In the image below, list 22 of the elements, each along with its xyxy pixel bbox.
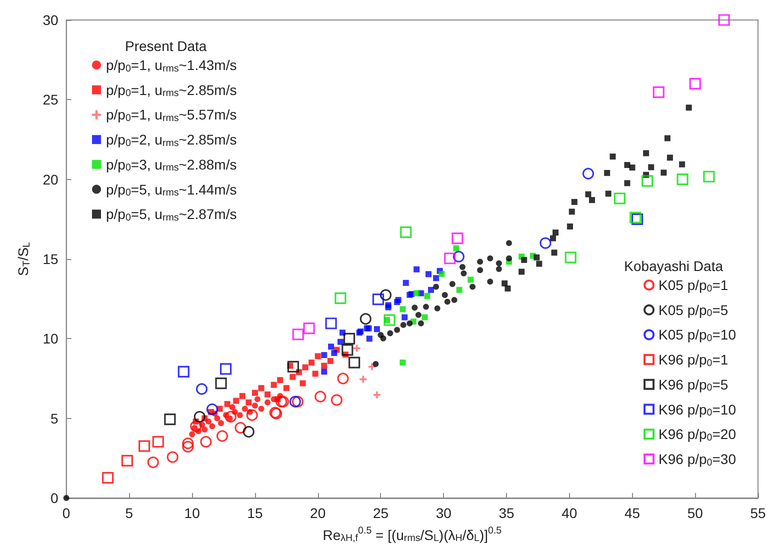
- x-tick-label: 25: [372, 505, 389, 521]
- y-tick-label: 25: [42, 92, 59, 108]
- x-tick-label: 50: [687, 505, 704, 521]
- x-tick-label: 0: [62, 505, 70, 521]
- x-tick-label: 20: [310, 505, 326, 521]
- y-axis-title: ST/SL: [15, 241, 32, 276]
- y-tick-label: 30: [42, 12, 59, 28]
- y-tick-label: 10: [42, 330, 59, 347]
- x-tick-label: 10: [184, 505, 200, 521]
- x-tick-label: 35: [498, 505, 514, 521]
- x-tick-label: 40: [562, 505, 578, 521]
- y-tick-label: 5: [50, 410, 59, 426]
- x-tick-label: 5: [125, 505, 134, 521]
- x-tick-label: 55: [750, 505, 766, 521]
- x-tick-label: 30: [436, 505, 452, 521]
- text: Kobayashi Data: [624, 258, 724, 274]
- y-tick-label: 20: [42, 171, 59, 188]
- x-tick-label: 15: [247, 505, 263, 521]
- y-tick-label: 0: [50, 490, 59, 506]
- text: Present Data: [125, 38, 207, 54]
- x-tick-label: 45: [624, 505, 640, 521]
- y-tick-label: 15: [42, 251, 59, 267]
